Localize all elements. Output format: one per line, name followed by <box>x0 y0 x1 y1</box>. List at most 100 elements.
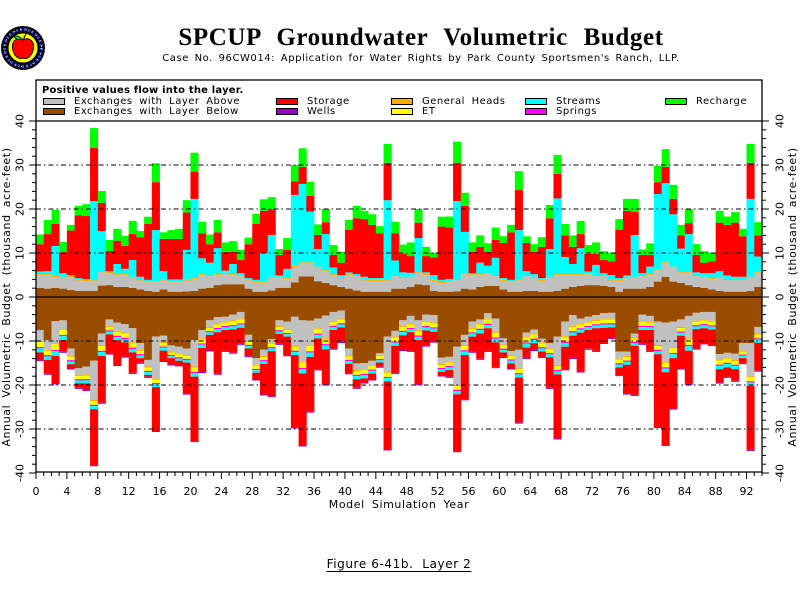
bar-storage-out-year-88 <box>715 369 724 383</box>
bar-springs-out-year-64 <box>530 338 539 340</box>
bar-gh-out-year-24 <box>221 321 230 323</box>
y-tick-label-left: 0 <box>14 294 27 301</box>
bar-above-in-year-0 <box>36 275 45 288</box>
bar-wells-out-year-63 <box>522 357 531 359</box>
bar-above-out-year-20 <box>190 340 199 367</box>
bar-storage-out-year-81 <box>661 372 670 446</box>
bar-above-out-year-83 <box>677 319 686 327</box>
bar-streams-in-year-26 <box>236 273 245 275</box>
bar-streams-out-year-12 <box>128 348 137 353</box>
bar-gh-out-year-14 <box>144 366 153 368</box>
bar-below-in-year-32 <box>283 287 292 297</box>
bar-below-in-year-84 <box>684 285 693 297</box>
bar-recharge-in-year-80 <box>653 165 662 183</box>
x-tick-label: 64 <box>523 485 537 498</box>
bar-below-in-year-19 <box>182 291 191 297</box>
bar-springs-out-year-42 <box>360 374 369 376</box>
bar-below-in-year-79 <box>646 286 655 297</box>
bar-streams-out-year-91 <box>738 355 747 359</box>
legend-swatch-general-heads <box>391 98 413 105</box>
bar-streams-in-year-78 <box>638 273 647 275</box>
bar-storage-in-year-86 <box>700 262 709 274</box>
bar-springs-out-year-14 <box>144 370 153 373</box>
figure-caption: Figure 6-41b. Layer 2 <box>326 557 472 571</box>
bar-wells-out-year-71 <box>584 348 593 350</box>
bar-above-out-year-43 <box>368 360 377 366</box>
bar-below-in-year-52 <box>437 291 446 297</box>
bar-springs-out-year-85 <box>692 325 701 327</box>
legend-label: General Heads <box>422 96 506 107</box>
y-tick-label-right: 0 <box>774 294 787 301</box>
bar-streams-out-year-63 <box>522 343 531 348</box>
bar-above-out-year-39 <box>337 310 346 319</box>
bar-below-out-year-16 <box>159 297 168 336</box>
bar-gh-in-year-1 <box>43 274 52 276</box>
bar-storage-out-year-26 <box>236 327 245 344</box>
bar-below-out-year-58 <box>483 297 493 314</box>
bar-above-out-year-84 <box>684 315 693 339</box>
bar-et-out-year-46 <box>391 337 400 342</box>
bar-et-out-year-12 <box>128 343 137 348</box>
bar-below-in-year-30 <box>267 290 276 297</box>
bar-below-in-year-1 <box>43 288 52 297</box>
bar-storage-in-year-29 <box>259 210 269 253</box>
bar-streams-in-year-32 <box>283 268 292 279</box>
bar-springs-out-year-60 <box>499 348 508 350</box>
bar-et-out-year-2 <box>51 344 60 350</box>
bar-gh-in-year-87 <box>707 278 717 280</box>
y-tick-label-right: 20 <box>774 202 787 216</box>
legend-note: Positive values flow into the layer. <box>42 85 244 96</box>
bar-above-out-year-21 <box>198 330 207 339</box>
bar-gh-out-year-84 <box>684 338 693 340</box>
bar-storage-out-year-35 <box>306 356 315 412</box>
bar-gh-out-year-57 <box>476 323 485 325</box>
bar-streams-in-year-43 <box>368 278 377 280</box>
bar-gh-in-year-72 <box>592 275 601 277</box>
bar-springs-out-year-2 <box>51 349 60 352</box>
bar-above-in-year-5 <box>74 280 83 291</box>
bar-et-out-year-49 <box>414 331 423 336</box>
bar-below-in-year-70 <box>576 286 585 297</box>
bar-gh-in-year-4 <box>66 275 75 277</box>
bar-et-out-year-77 <box>630 338 639 342</box>
bar-storage-in-year-68 <box>561 235 570 257</box>
bar-below-out-year-60 <box>499 297 508 339</box>
bar-storage-in-year-33 <box>290 181 299 195</box>
bar-wells-out-year-78 <box>638 343 647 345</box>
bar-above-in-year-54 <box>453 280 462 292</box>
bar-wells-out-year-13 <box>136 362 145 364</box>
bar-et-out-year-43 <box>368 366 377 370</box>
bar-storage-in-year-22 <box>205 244 214 263</box>
bar-storage-in-year-13 <box>136 237 145 277</box>
bar-springs-out-year-50 <box>422 326 431 328</box>
bar-recharge-in-year-41 <box>352 205 361 219</box>
bar-springs-out-year-73 <box>599 323 608 325</box>
bar-recharge-in-year-50 <box>422 246 431 257</box>
bar-recharge-in-year-36 <box>314 224 323 235</box>
bar-below-in-year-8 <box>97 285 106 297</box>
bar-et-out-year-86 <box>700 320 709 325</box>
bar-above-in-year-92 <box>746 277 755 291</box>
bar-above-in-year-81 <box>661 263 670 277</box>
bar-above-in-year-20 <box>190 279 199 291</box>
bar-below-in-year-17 <box>167 291 176 297</box>
bar-springs-out-year-18 <box>175 357 184 359</box>
bar-above-in-year-75 <box>615 280 624 292</box>
bar-storage-in-year-34 <box>298 166 307 184</box>
bar-above-out-year-12 <box>128 328 137 343</box>
bar-storage-in-year-35 <box>306 195 315 212</box>
bar-gh-in-year-5 <box>74 279 83 281</box>
bar-gh-in-year-84 <box>684 271 693 273</box>
bar-storage-out-year-31 <box>275 333 284 344</box>
bar-recharge-in-year-75 <box>615 219 624 230</box>
bar-streams-in-year-47 <box>399 272 408 277</box>
bar-gh-in-year-63 <box>522 275 531 277</box>
bar-below-in-year-58 <box>483 286 493 297</box>
bar-gh-out-year-26 <box>236 318 245 320</box>
bar-below-in-year-23 <box>213 285 222 297</box>
bar-et-out-year-88 <box>715 360 724 365</box>
bar-wells-out-year-81 <box>661 445 670 447</box>
bar-recharge-in-year-48 <box>406 242 415 257</box>
bar-storage-in-year-0 <box>36 244 45 272</box>
bar-above-in-year-14 <box>144 282 153 291</box>
